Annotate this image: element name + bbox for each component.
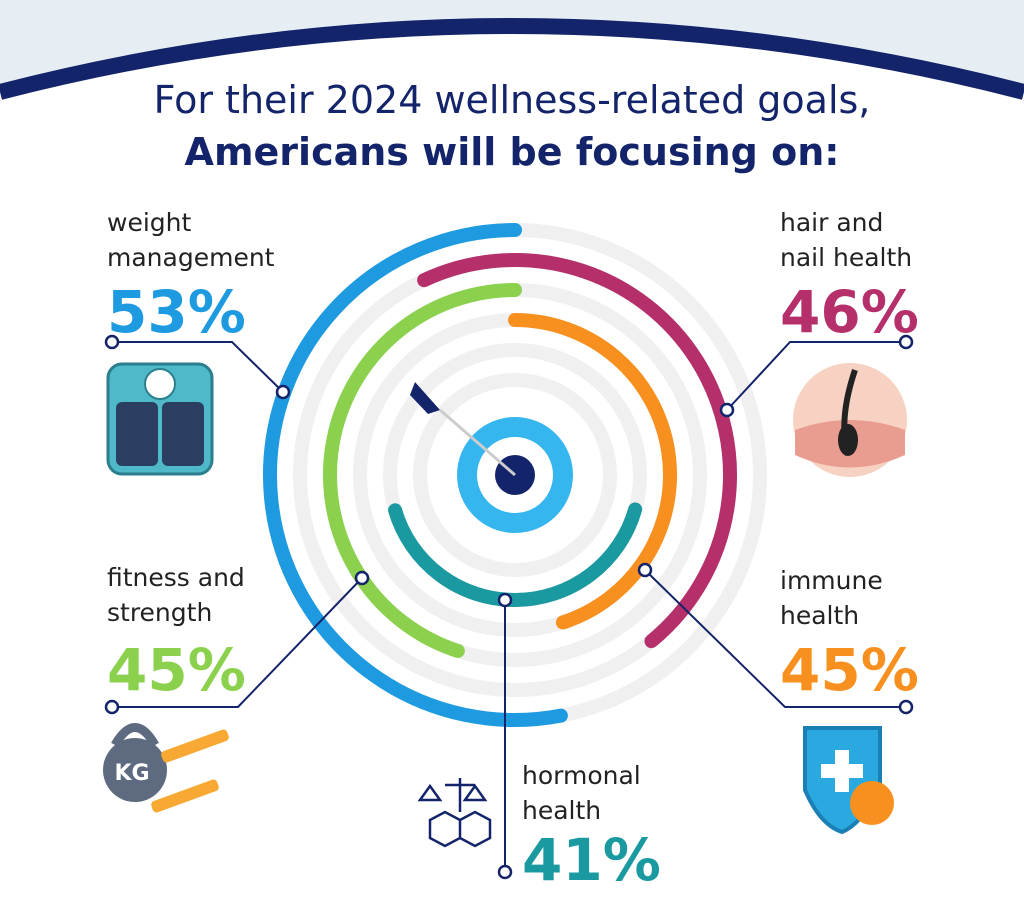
category-label: fitness and strength: [107, 563, 245, 627]
shield-icon: [803, 726, 894, 835]
value-label: 46%: [780, 278, 919, 346]
connector-dot: [898, 699, 914, 715]
connector: [112, 577, 363, 708]
connector-dot: [354, 570, 370, 586]
connector-dot: [275, 384, 291, 400]
arc: [508, 313, 677, 630]
connector-dot: [719, 402, 735, 418]
value-label: 45%: [780, 636, 919, 704]
hair-icon: [793, 363, 907, 477]
chart-subtitle: Americans will be focusing on:: [184, 130, 840, 174]
category-label: weight management: [107, 208, 275, 272]
arc: [263, 223, 568, 727]
connector-dot: [637, 562, 653, 578]
arc: [417, 253, 737, 649]
dart-tail: [410, 382, 440, 414]
value-label: 45%: [107, 636, 246, 704]
arcs: [263, 223, 737, 727]
value-label: 41%: [522, 826, 661, 894]
hormone-icon: [417, 778, 492, 848]
connector-dot: [104, 334, 120, 350]
connector-dot: [104, 699, 120, 715]
header-arc: [0, 18, 1024, 100]
value-label: 53%: [107, 278, 246, 346]
category-label: immune health: [780, 566, 883, 630]
category-label: hormonal health: [522, 761, 641, 825]
dart-shaft: [439, 408, 516, 477]
connector-dot: [497, 592, 513, 608]
svg-text:KG: KG: [114, 761, 149, 786]
arc: [388, 502, 643, 607]
connector: [726, 341, 906, 411]
connector-dot: [497, 864, 513, 880]
chart-title: For their 2024 wellness-related goals,: [153, 78, 871, 122]
category-label: hair and nail health: [780, 208, 913, 272]
connector-dot: [898, 334, 914, 350]
connector: [112, 341, 284, 393]
arc: [323, 283, 522, 658]
ring: [413, 373, 617, 577]
header-band: [0, 0, 1024, 90]
scale-icon: [106, 362, 214, 476]
connectors: [104, 334, 914, 880]
weights-icon: KG: [103, 723, 229, 813]
connector: [644, 569, 906, 708]
